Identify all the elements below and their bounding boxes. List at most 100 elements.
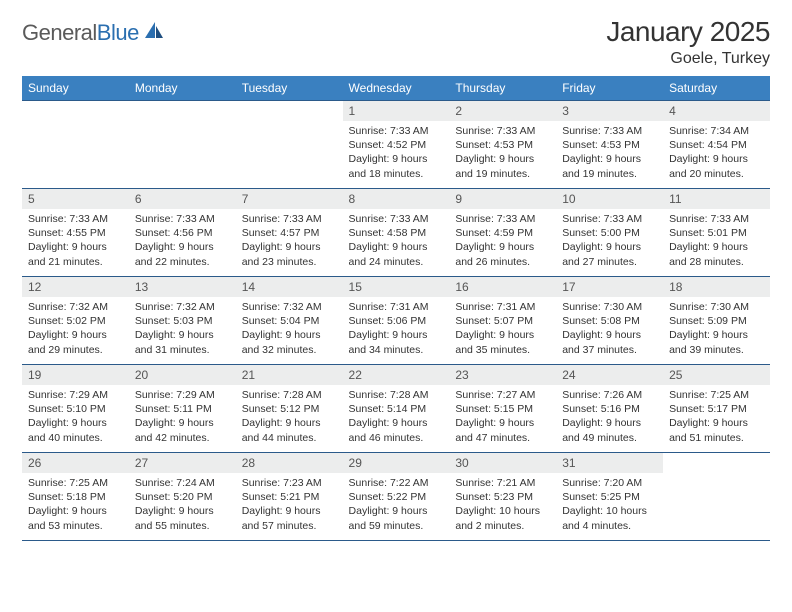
day-cell: 14Sunrise: 7:32 AMSunset: 5:04 PMDayligh… [236, 277, 343, 365]
sunset-text: Sunset: 5:15 PM [455, 402, 550, 416]
day-details: Sunrise: 7:33 AMSunset: 4:58 PMDaylight:… [343, 209, 450, 274]
daylight-text: Daylight: 9 hours and 47 minutes. [455, 416, 550, 444]
sunrise-text: Sunrise: 7:33 AM [455, 212, 550, 226]
day-details: Sunrise: 7:33 AMSunset: 4:59 PMDaylight:… [449, 209, 556, 274]
sunrise-text: Sunrise: 7:33 AM [135, 212, 230, 226]
day-number: 17 [556, 277, 663, 297]
sunset-text: Sunset: 5:04 PM [242, 314, 337, 328]
sail-icon [143, 20, 165, 45]
day-details: Sunrise: 7:24 AMSunset: 5:20 PMDaylight:… [129, 473, 236, 538]
sunset-text: Sunset: 4:52 PM [349, 138, 444, 152]
sunset-text: Sunset: 4:59 PM [455, 226, 550, 240]
day-cell [663, 453, 770, 541]
sunrise-text: Sunrise: 7:33 AM [28, 212, 123, 226]
day-details: Sunrise: 7:32 AMSunset: 5:03 PMDaylight:… [129, 297, 236, 362]
day-details: Sunrise: 7:32 AMSunset: 5:02 PMDaylight:… [22, 297, 129, 362]
day-number: 9 [449, 189, 556, 209]
calendar-page: GeneralBlue January 2025 Goele, Turkey S… [0, 0, 792, 551]
day-number: 19 [22, 365, 129, 385]
daylight-text: Daylight: 9 hours and 21 minutes. [28, 240, 123, 268]
weekday-header: Sunday [22, 76, 129, 101]
sunset-text: Sunset: 5:11 PM [135, 402, 230, 416]
sunrise-text: Sunrise: 7:33 AM [242, 212, 337, 226]
sunset-text: Sunset: 5:12 PM [242, 402, 337, 416]
day-cell [22, 101, 129, 189]
day-cell: 9Sunrise: 7:33 AMSunset: 4:59 PMDaylight… [449, 189, 556, 277]
sunset-text: Sunset: 5:09 PM [669, 314, 764, 328]
daylight-text: Daylight: 9 hours and 23 minutes. [242, 240, 337, 268]
day-cell: 27Sunrise: 7:24 AMSunset: 5:20 PMDayligh… [129, 453, 236, 541]
day-details: Sunrise: 7:28 AMSunset: 5:12 PMDaylight:… [236, 385, 343, 450]
sunset-text: Sunset: 4:55 PM [28, 226, 123, 240]
day-details: Sunrise: 7:25 AMSunset: 5:17 PMDaylight:… [663, 385, 770, 450]
day-details: Sunrise: 7:33 AMSunset: 4:56 PMDaylight:… [129, 209, 236, 274]
weekday-header: Tuesday [236, 76, 343, 101]
daylight-text: Daylight: 9 hours and 57 minutes. [242, 504, 337, 532]
day-number: 25 [663, 365, 770, 385]
day-cell: 16Sunrise: 7:31 AMSunset: 5:07 PMDayligh… [449, 277, 556, 365]
sunrise-text: Sunrise: 7:33 AM [349, 212, 444, 226]
day-number: 30 [449, 453, 556, 473]
day-cell: 24Sunrise: 7:26 AMSunset: 5:16 PMDayligh… [556, 365, 663, 453]
sunrise-text: Sunrise: 7:22 AM [349, 476, 444, 490]
title-block: January 2025 Goele, Turkey [606, 16, 770, 68]
daylight-text: Daylight: 9 hours and 55 minutes. [135, 504, 230, 532]
day-details: Sunrise: 7:23 AMSunset: 5:21 PMDaylight:… [236, 473, 343, 538]
sunrise-text: Sunrise: 7:33 AM [455, 124, 550, 138]
day-number: 18 [663, 277, 770, 297]
day-details: Sunrise: 7:33 AMSunset: 4:53 PMDaylight:… [449, 121, 556, 186]
sunset-text: Sunset: 5:07 PM [455, 314, 550, 328]
day-cell: 6Sunrise: 7:33 AMSunset: 4:56 PMDaylight… [129, 189, 236, 277]
day-details: Sunrise: 7:28 AMSunset: 5:14 PMDaylight:… [343, 385, 450, 450]
sunrise-text: Sunrise: 7:26 AM [562, 388, 657, 402]
day-cell: 10Sunrise: 7:33 AMSunset: 5:00 PMDayligh… [556, 189, 663, 277]
sunrise-text: Sunrise: 7:33 AM [562, 212, 657, 226]
day-number: 6 [129, 189, 236, 209]
weekday-header: Monday [129, 76, 236, 101]
daylight-text: Daylight: 9 hours and 51 minutes. [669, 416, 764, 444]
daylight-text: Daylight: 9 hours and 24 minutes. [349, 240, 444, 268]
day-number: 13 [129, 277, 236, 297]
day-details: Sunrise: 7:21 AMSunset: 5:23 PMDaylight:… [449, 473, 556, 538]
day-details: Sunrise: 7:31 AMSunset: 5:06 PMDaylight:… [343, 297, 450, 362]
day-number: 1 [343, 101, 450, 121]
day-cell: 31Sunrise: 7:20 AMSunset: 5:25 PMDayligh… [556, 453, 663, 541]
day-number: 29 [343, 453, 450, 473]
day-cell: 8Sunrise: 7:33 AMSunset: 4:58 PMDaylight… [343, 189, 450, 277]
sunrise-text: Sunrise: 7:31 AM [455, 300, 550, 314]
daylight-text: Daylight: 9 hours and 53 minutes. [28, 504, 123, 532]
day-number: 24 [556, 365, 663, 385]
daylight-text: Daylight: 9 hours and 31 minutes. [135, 328, 230, 356]
day-number: 21 [236, 365, 343, 385]
sunset-text: Sunset: 4:58 PM [349, 226, 444, 240]
sunset-text: Sunset: 5:20 PM [135, 490, 230, 504]
weekday-header: Thursday [449, 76, 556, 101]
day-cell: 23Sunrise: 7:27 AMSunset: 5:15 PMDayligh… [449, 365, 556, 453]
day-cell: 11Sunrise: 7:33 AMSunset: 5:01 PMDayligh… [663, 189, 770, 277]
sunrise-text: Sunrise: 7:31 AM [349, 300, 444, 314]
day-cell: 3Sunrise: 7:33 AMSunset: 4:53 PMDaylight… [556, 101, 663, 189]
header: GeneralBlue January 2025 Goele, Turkey [22, 16, 770, 68]
day-details: Sunrise: 7:31 AMSunset: 5:07 PMDaylight:… [449, 297, 556, 362]
daylight-text: Daylight: 9 hours and 18 minutes. [349, 152, 444, 180]
day-number: 27 [129, 453, 236, 473]
day-cell: 25Sunrise: 7:25 AMSunset: 5:17 PMDayligh… [663, 365, 770, 453]
daylight-text: Daylight: 9 hours and 40 minutes. [28, 416, 123, 444]
daylight-text: Daylight: 9 hours and 29 minutes. [28, 328, 123, 356]
sunrise-text: Sunrise: 7:20 AM [562, 476, 657, 490]
week-row: 19Sunrise: 7:29 AMSunset: 5:10 PMDayligh… [22, 365, 770, 453]
sunrise-text: Sunrise: 7:33 AM [669, 212, 764, 226]
sunrise-text: Sunrise: 7:21 AM [455, 476, 550, 490]
sunrise-text: Sunrise: 7:24 AM [135, 476, 230, 490]
sunrise-text: Sunrise: 7:25 AM [669, 388, 764, 402]
daylight-text: Daylight: 9 hours and 39 minutes. [669, 328, 764, 356]
sunset-text: Sunset: 5:21 PM [242, 490, 337, 504]
daylight-text: Daylight: 9 hours and 49 minutes. [562, 416, 657, 444]
sunset-text: Sunset: 5:23 PM [455, 490, 550, 504]
day-cell: 13Sunrise: 7:32 AMSunset: 5:03 PMDayligh… [129, 277, 236, 365]
daylight-text: Daylight: 10 hours and 4 minutes. [562, 504, 657, 532]
day-cell: 30Sunrise: 7:21 AMSunset: 5:23 PMDayligh… [449, 453, 556, 541]
daylight-text: Daylight: 9 hours and 32 minutes. [242, 328, 337, 356]
daylight-text: Daylight: 9 hours and 34 minutes. [349, 328, 444, 356]
day-cell: 2Sunrise: 7:33 AMSunset: 4:53 PMDaylight… [449, 101, 556, 189]
